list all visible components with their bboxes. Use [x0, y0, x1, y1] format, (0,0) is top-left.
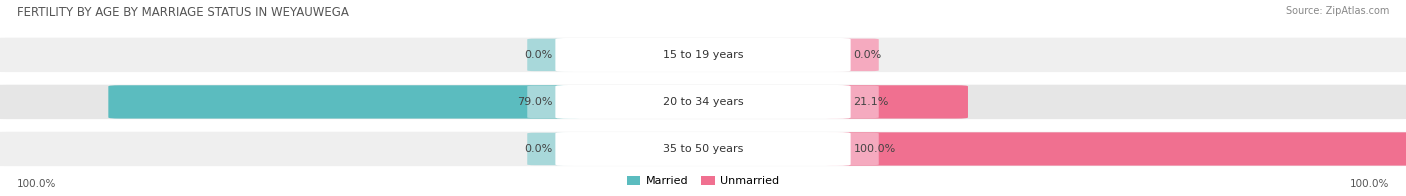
FancyBboxPatch shape: [0, 85, 1406, 119]
FancyBboxPatch shape: [555, 38, 851, 72]
Text: 100.0%: 100.0%: [853, 144, 896, 154]
FancyBboxPatch shape: [527, 133, 576, 165]
FancyBboxPatch shape: [830, 86, 879, 118]
Text: FERTILITY BY AGE BY MARRIAGE STATUS IN WEYAUWEGA: FERTILITY BY AGE BY MARRIAGE STATUS IN W…: [17, 6, 349, 19]
FancyBboxPatch shape: [555, 132, 851, 166]
FancyBboxPatch shape: [830, 39, 879, 71]
Text: Source: ZipAtlas.com: Source: ZipAtlas.com: [1285, 6, 1389, 16]
FancyBboxPatch shape: [0, 38, 1406, 72]
Text: 15 to 19 years: 15 to 19 years: [662, 50, 744, 60]
Text: 0.0%: 0.0%: [524, 144, 553, 154]
Text: 0.0%: 0.0%: [853, 50, 882, 60]
Text: 35 to 50 years: 35 to 50 years: [662, 144, 744, 154]
Text: 0.0%: 0.0%: [524, 50, 553, 60]
Text: 79.0%: 79.0%: [517, 97, 553, 107]
Legend: Married, Unmarried: Married, Unmarried: [621, 171, 785, 191]
FancyBboxPatch shape: [825, 132, 1406, 166]
FancyBboxPatch shape: [527, 39, 576, 71]
Text: 21.1%: 21.1%: [853, 97, 889, 107]
Text: 20 to 34 years: 20 to 34 years: [662, 97, 744, 107]
Text: 100.0%: 100.0%: [1350, 179, 1389, 189]
FancyBboxPatch shape: [0, 132, 1406, 166]
FancyBboxPatch shape: [825, 85, 967, 119]
FancyBboxPatch shape: [830, 133, 879, 165]
FancyBboxPatch shape: [108, 85, 581, 119]
FancyBboxPatch shape: [527, 86, 576, 118]
Text: 100.0%: 100.0%: [17, 179, 56, 189]
FancyBboxPatch shape: [555, 85, 851, 119]
